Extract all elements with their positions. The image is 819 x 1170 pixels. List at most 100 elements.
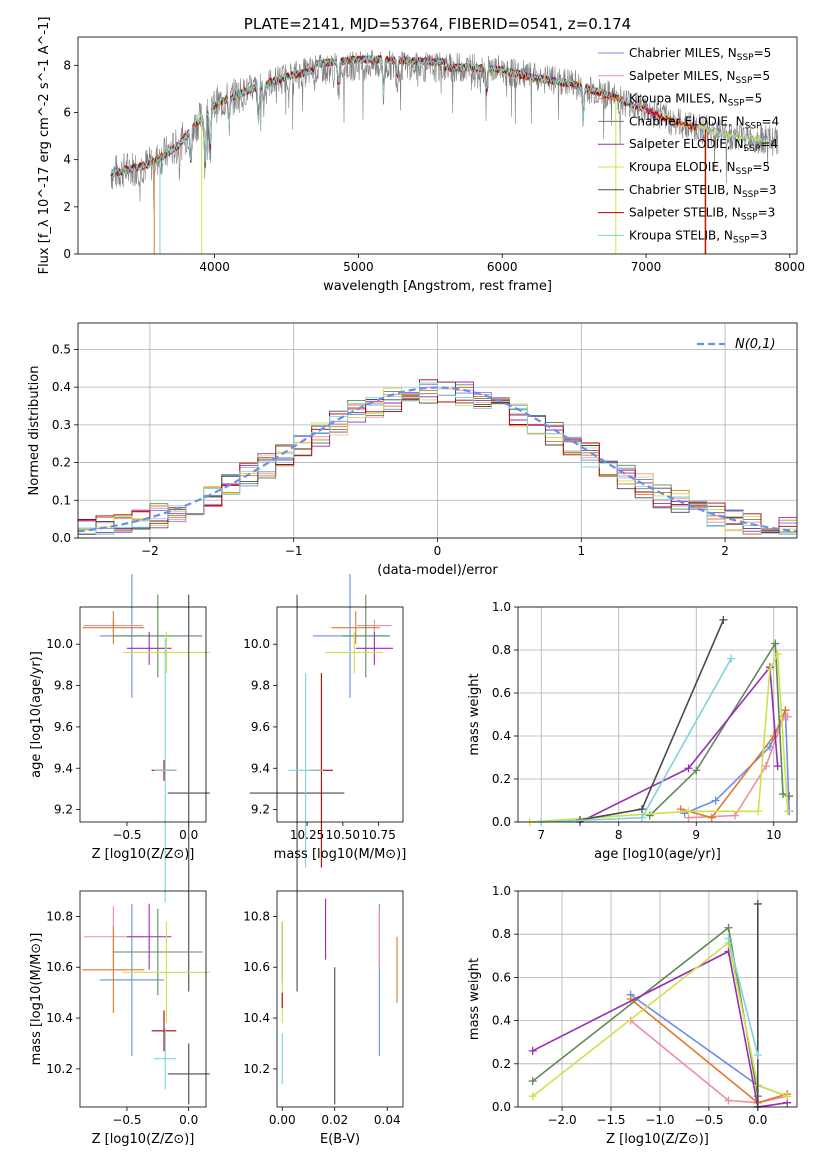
y-tick-label: 1.0 [492,600,511,614]
y-tick-label: 0.4 [52,380,71,394]
y-tick-label: 0.2 [52,456,71,470]
x-tick-label: 0.0 [179,1113,198,1127]
weight-line-kroupa_stelib [541,658,732,823]
weight-point [711,796,720,805]
y-axis-label: mass [log10(M/M⊙)] [29,933,44,1066]
x-tick-label: 7 [537,828,545,842]
y-tick-label: 9.2 [251,803,270,817]
x-tick-label: 0.0 [748,1113,767,1127]
legend-label: Chabrier STELIB, NSSP=3 [629,183,777,200]
x-axis-label: age [log10(age/yr)] [594,847,721,862]
y-tick-label: 0.8 [492,927,511,941]
x-tick-label: −0.5 [112,828,141,842]
axes-frame [79,890,207,1108]
x-tick-label: 10.50 [326,828,360,842]
y-axis-label: mass weight [467,958,482,1040]
weight-point [731,811,739,820]
y-tick-label: 0.4 [492,1014,511,1028]
x-tick-label: 0 [434,544,442,558]
y-tick-label: 10.2 [243,1062,270,1076]
x-axis-label: Z [log10(Z/Z⊙)] [606,1132,709,1147]
y-tick-label: 10.4 [46,1011,73,1025]
gaussian-curve [77,386,798,533]
weight-point [724,934,733,943]
panel-3: 10.25 10.50 10.75 9.2 9.4 9.6 9.8 10.0 mass [log… [243,573,406,992]
y-tick-label: 9.8 [54,679,73,693]
y-tick-label: 9.4 [54,761,73,775]
weight-point [765,665,774,674]
weight-point [771,639,780,648]
weight-point [783,807,792,816]
weight-point [783,1092,792,1101]
weight-point [773,762,782,771]
y-tick-label: 0.2 [492,1057,511,1071]
y-tick-label: 10.0 [243,637,270,651]
x-axis-label: Z [log10(Z/Z⊙)] [92,1132,195,1147]
x-axis-label: wavelength [Angstrom, rest frame] [323,279,552,294]
y-tick-label: 0.1 [52,493,71,507]
x-tick-label: −0.5 [694,1113,723,1127]
weight-point [724,1096,733,1105]
x-tick-label: 8000 [775,260,806,274]
axes-frame [517,890,798,1108]
x-axis-label: E(B-V) [320,1132,360,1147]
weight-point [528,1092,537,1101]
axes-frame [79,606,207,823]
axes-frame [517,606,798,823]
weight-line-kroupa_elodie [529,651,789,823]
y-tick-label: 2 [63,200,71,214]
x-tick-label: 10.75 [361,828,395,842]
weight-point [727,654,736,663]
legend-label: Kroupa ELODIE, NSSP=5 [629,160,770,177]
weight-point [707,813,716,822]
axes-frame [276,890,404,1108]
weight-point [754,807,763,816]
x-tick-label: 1 [577,544,585,558]
y-tick-label: 10.6 [46,960,73,974]
legend-label: Salpeter MILES, NSSP=5 [629,69,770,86]
x-axis-label: Z [log10(Z/Z⊙)] [92,847,195,862]
y-tick-label: 0.6 [492,970,511,984]
y-tick-label: 0.0 [492,815,511,829]
weight-point [753,1051,762,1060]
weight-point [684,764,693,773]
weight-line-salpeter_miles [630,1019,788,1104]
y-tick-label: 10.0 [46,637,73,651]
panel-4: 7 8 9 10 0.0 0.2 0.4 0.6 0.8 1.0 age [log10(age/yr… [467,600,798,862]
weight-point [779,790,788,799]
x-tick-label: −1 [285,544,303,558]
axes-frame [276,606,404,823]
legend-label: N(0,1) [735,337,776,352]
y-axis-label: mass weight [467,673,482,755]
y-tick-label: 0.2 [492,772,511,786]
model-fit-kroupa_stelib [110,54,647,177]
y-tick-label: 0.0 [52,531,71,545]
legend-label: Kroupa STELIB, NSSP=3 [629,228,767,245]
y-tick-label: 10.2 [46,1062,73,1076]
weight-point [684,807,693,816]
panel-1: −2 −1 0 1 2 0.0 0.1 0.2 0.3 0.4 0.5 (data-model)/er… [27,322,798,578]
y-axis-label: Normed distribution [27,366,42,496]
x-axis-label: (data-model)/error [377,563,498,578]
weight-point [753,899,762,908]
x-tick-label: 0.02 [321,1113,348,1127]
x-tick-label: 0.00 [269,1113,296,1127]
y-tick-label: 0.5 [52,342,71,356]
y-tick-label: 0.4 [492,729,511,743]
y-axis-label: Flux [f_λ 10^-17 erg cm^-2 s^-1 A^-1] [37,17,52,275]
y-tick-label: 9.4 [251,761,270,775]
weight-point [638,813,646,822]
y-tick-label: 0 [63,247,71,261]
x-tick-label: 10.25 [290,828,324,842]
weight-point [719,615,728,624]
axes-frame [77,322,798,539]
y-tick-label: 9.6 [54,720,73,734]
x-tick-label: 6000 [487,260,518,274]
x-tick-label: −0.5 [112,1113,141,1127]
weight-point [769,732,778,740]
panel-6: 0.00 0.02 0.04 10.2 10.4 10.6 10.8 E(B-V) [243,890,404,1147]
x-tick-label: 4000 [199,260,230,274]
y-tick-label: 10.6 [243,960,270,974]
x-tick-label: 8 [615,828,623,842]
